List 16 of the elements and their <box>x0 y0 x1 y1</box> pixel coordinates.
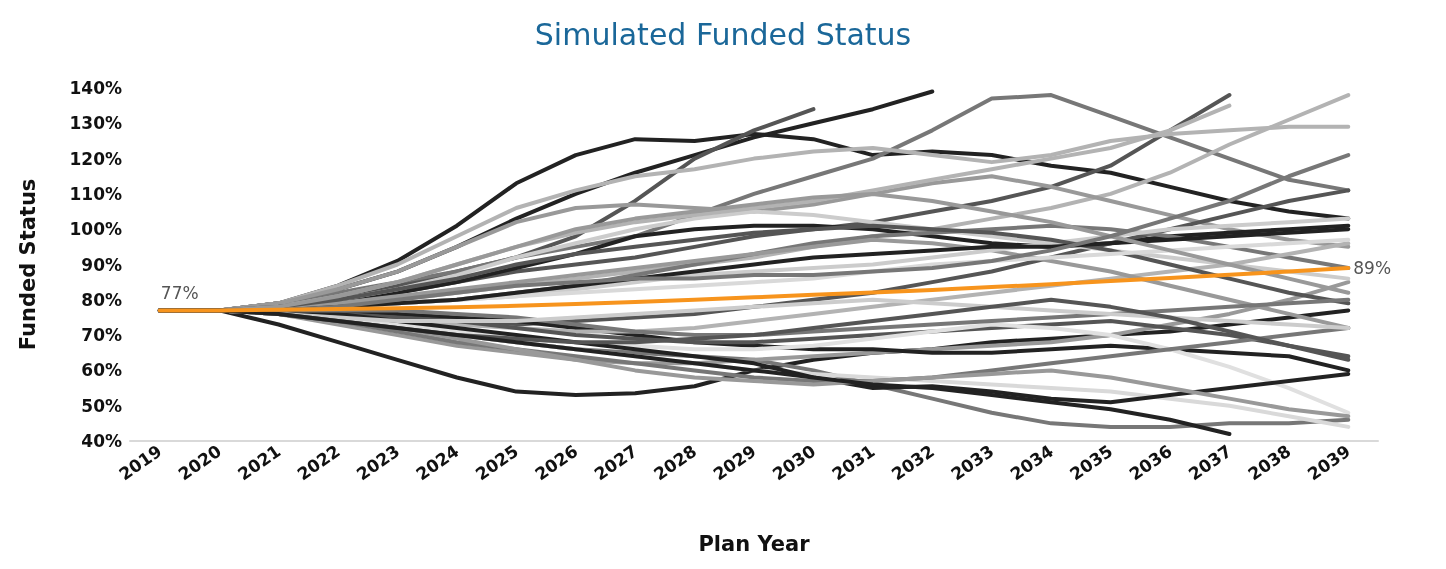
y-tick-label: 130% <box>69 113 122 134</box>
x-axis-title: Plan Year <box>698 531 811 556</box>
y-tick-label: 110% <box>69 183 122 204</box>
y-tick-label: 60% <box>81 360 122 381</box>
y-tick-label: 120% <box>69 148 122 169</box>
y-tick-label: 50% <box>81 395 122 416</box>
data-label: 77% <box>160 282 199 303</box>
y-tick-label: 40% <box>81 431 122 451</box>
y-tick-label: 90% <box>81 254 122 275</box>
y-axis-title: Funded Status <box>15 178 40 351</box>
data-label: 89% <box>1353 258 1392 279</box>
y-tick-label: 140% <box>69 78 122 98</box>
y-tick-label: 80% <box>81 289 122 310</box>
chart-title: Simulated Funded Status <box>534 16 912 52</box>
y-tick-label: 100% <box>69 219 122 240</box>
y-tick-label: 70% <box>81 325 122 346</box>
